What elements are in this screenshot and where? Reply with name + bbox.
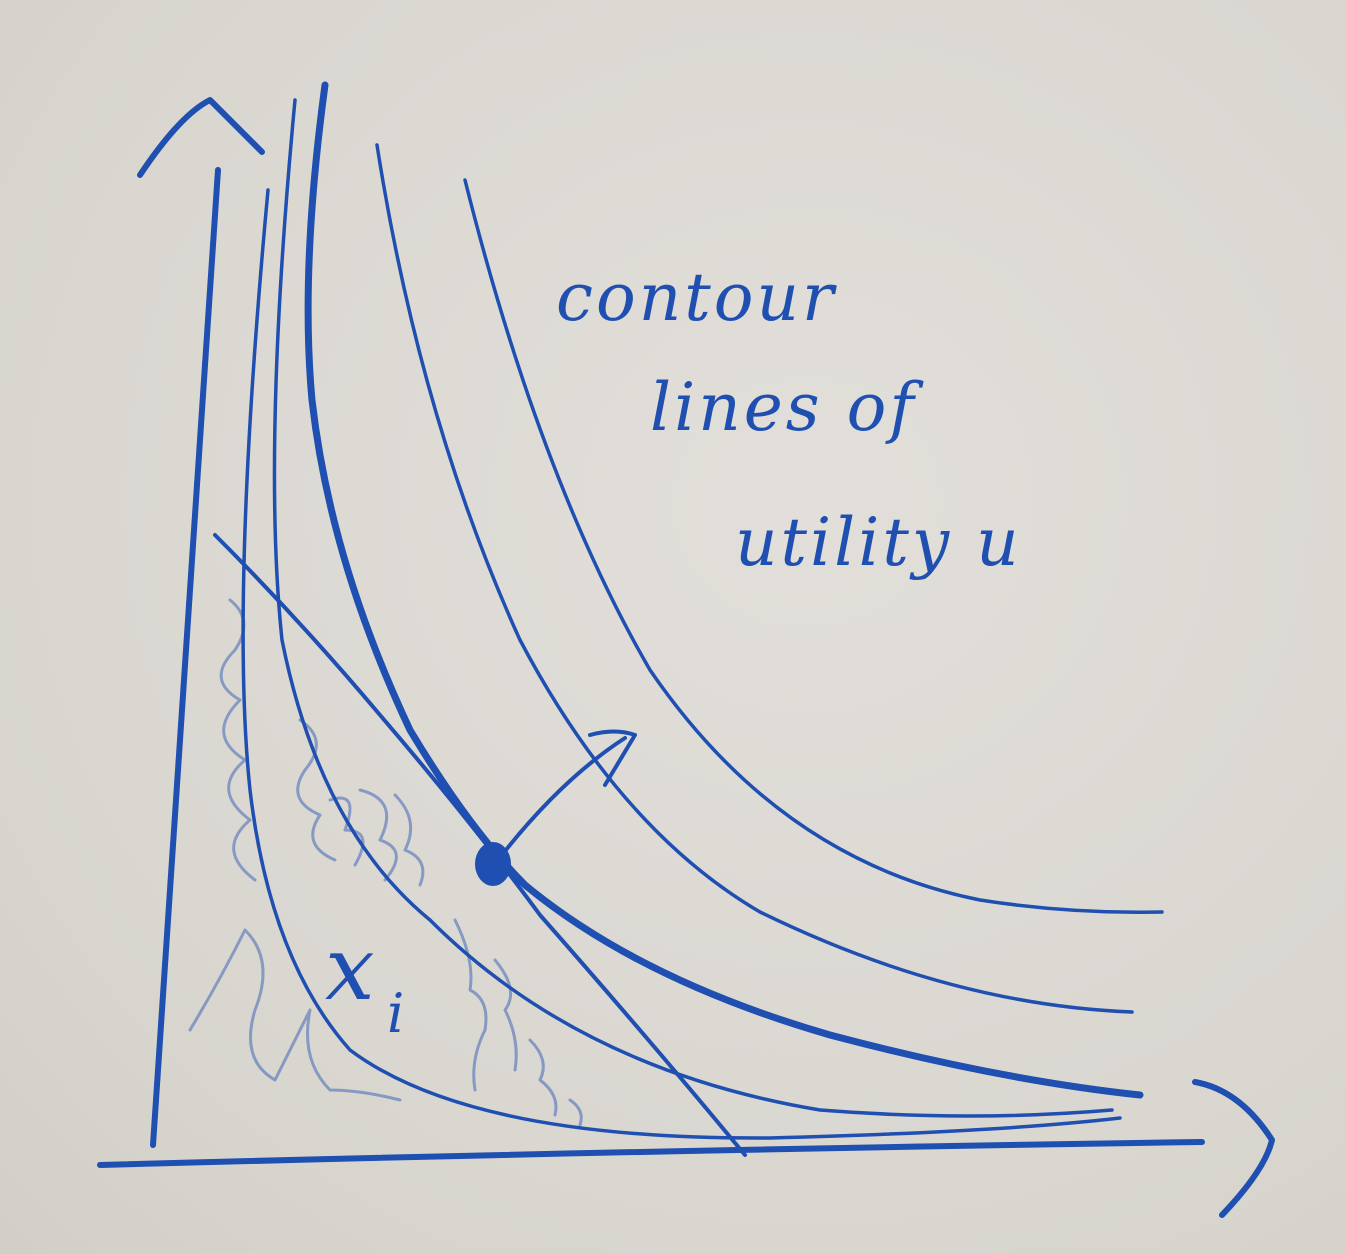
point-label: x i (325, 925, 445, 1065)
budget-line (213, 533, 747, 1157)
gradient-arrow-head (588, 729, 637, 787)
y-axis (150, 167, 221, 1148)
annotation-line-2: lines of (650, 369, 917, 446)
gradient-arrow-shaft (496, 736, 627, 862)
annotation-line-1: contour (556, 259, 837, 336)
x-axis (97, 1139, 1205, 1168)
y-axis-arrow-head (137, 97, 265, 178)
annotation-line-3: utility u (735, 504, 1022, 581)
contour-line-5 (463, 178, 1164, 914)
optimal-point (475, 842, 511, 886)
point-label-subscript: i (387, 982, 405, 1045)
x-axis-arrow-head (1192, 1079, 1275, 1218)
contour-line-3-optimal (304, 81, 1144, 1099)
contour-line-2 (272, 98, 1114, 1118)
contour-lines (241, 81, 1164, 1140)
contour-line-4 (375, 143, 1134, 1014)
axes (97, 97, 1275, 1218)
contour-line-1 (241, 188, 1122, 1140)
point-label-base: x (325, 917, 375, 1020)
gradient-arrow (496, 729, 637, 862)
